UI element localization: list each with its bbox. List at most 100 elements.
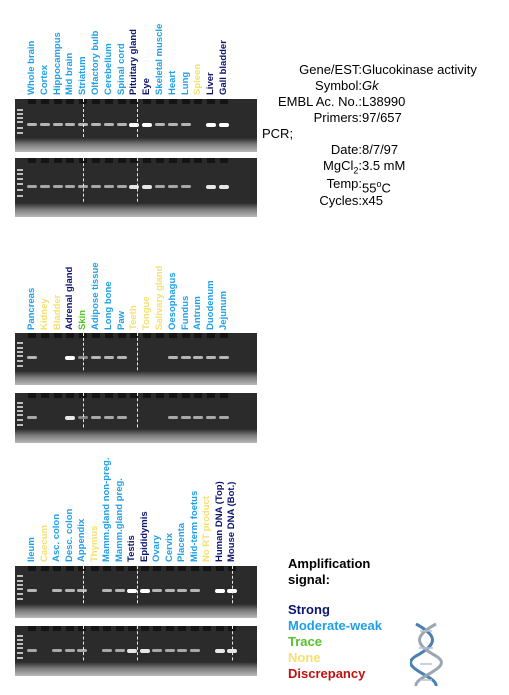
lane-label: Adipose tissue — [90, 262, 101, 330]
ladder-mark — [17, 657, 23, 659]
gel-band — [142, 185, 153, 189]
gel-band — [164, 589, 175, 592]
gel-well — [168, 393, 177, 398]
legend-item-none: None — [288, 650, 321, 665]
primer-dimer-front — [15, 604, 257, 618]
gel-band — [27, 416, 37, 419]
legend-title: Amplification signal: — [288, 556, 370, 588]
lane-label: Hippocampus — [51, 32, 63, 95]
info-value: 97/657 — [362, 110, 402, 126]
legend-title-line1: Amplification — [288, 556, 371, 571]
ladder-mark — [17, 169, 23, 171]
gel-well — [156, 333, 164, 338]
ladder-mark — [17, 342, 23, 344]
legend-item-trace: Trace — [288, 634, 322, 649]
ladder-mark — [17, 639, 23, 641]
gel-band — [155, 123, 165, 126]
lane-label: Mamm.gland preg. — [113, 478, 125, 562]
ladder-mark — [17, 195, 23, 197]
ladder-mark — [17, 365, 23, 367]
lane-label: Spleen — [192, 63, 204, 95]
ladder-mark — [17, 402, 23, 404]
lane-label: Long bone — [102, 281, 114, 330]
gel-well — [143, 333, 152, 338]
gel-band — [142, 123, 153, 127]
gel-well — [153, 566, 161, 571]
gel-band — [189, 589, 200, 592]
gel-well — [92, 158, 100, 163]
gel-well — [78, 626, 86, 631]
gel-well — [28, 393, 36, 398]
lane-label: Eye — [141, 78, 153, 95]
info-key-subscript: 2 — [353, 165, 359, 176]
lane-label: Oesophagus — [166, 272, 178, 330]
gel-band — [167, 185, 178, 188]
gel-well — [28, 566, 36, 571]
gel-band — [77, 649, 87, 652]
info-key: PCR; — [262, 126, 293, 142]
lane-label: Appendix — [76, 518, 87, 562]
gel-band — [214, 649, 225, 653]
primer-dimer-front — [15, 203, 257, 217]
gel-well — [28, 158, 36, 163]
ladder-mark — [17, 593, 23, 595]
gel-image — [15, 566, 257, 618]
gel-band — [177, 589, 187, 592]
gel-well — [130, 393, 139, 398]
info-key-text: Cycles: — [319, 193, 362, 208]
lane-label: Mid-term foetus — [188, 490, 200, 562]
info-value-text: Gk — [362, 78, 379, 93]
gel-well — [28, 626, 36, 631]
gene-info-block: Gene/EST: Glucokinase activity Symbol: Gk EM… — [262, 62, 507, 212]
gel-band — [27, 356, 37, 359]
gel-band — [180, 356, 191, 359]
gel-well — [143, 99, 152, 104]
gel-well — [53, 333, 62, 338]
ladder-mark — [17, 183, 23, 185]
lane-label: Cervix — [163, 532, 175, 562]
info-key: Date: — [331, 142, 362, 158]
info-key: Cycles: — [319, 193, 362, 209]
gel-band — [114, 589, 125, 592]
gel-well — [130, 158, 139, 163]
ladder-mark — [17, 419, 23, 421]
gel-well — [220, 158, 228, 163]
gel-band — [206, 123, 217, 127]
info-key-text: MgCl — [323, 158, 354, 173]
info-value-text: x45 — [362, 193, 383, 208]
gel-well — [66, 158, 75, 163]
gel-well — [181, 333, 190, 338]
ladder-mark — [17, 121, 23, 123]
lane-label: Jejunum — [218, 290, 229, 330]
group-separator — [137, 158, 138, 217]
gel-image — [15, 333, 257, 385]
gel-band — [116, 123, 127, 126]
info-key-tail: : — [358, 158, 362, 173]
gel-band — [52, 185, 63, 188]
ladder-mark — [17, 173, 23, 175]
gel-well — [178, 626, 186, 631]
group-separator — [137, 566, 138, 618]
gel-band — [116, 416, 127, 419]
lane-label: Ovary — [151, 535, 162, 562]
lane-label: Paw — [115, 310, 127, 330]
gel-well — [207, 333, 216, 338]
info-key-text: PCR; — [262, 126, 294, 141]
gel-band — [65, 356, 76, 360]
gel-well — [207, 393, 216, 398]
gel-well — [104, 393, 113, 398]
info-key: MgCl2: — [323, 158, 362, 179]
gel-well — [156, 158, 164, 163]
gel-band — [91, 356, 101, 359]
gel-well — [117, 99, 126, 104]
gel-well — [66, 333, 75, 338]
gel-well — [115, 626, 124, 631]
gel-image — [15, 99, 257, 152]
gel-well — [92, 393, 100, 398]
gel-band — [219, 416, 229, 419]
group-separator — [232, 566, 233, 618]
lane-label: Caecum — [38, 525, 50, 562]
ladder-mark — [17, 635, 23, 637]
primer-dimer-front — [15, 662, 257, 676]
gel-band — [193, 416, 204, 419]
